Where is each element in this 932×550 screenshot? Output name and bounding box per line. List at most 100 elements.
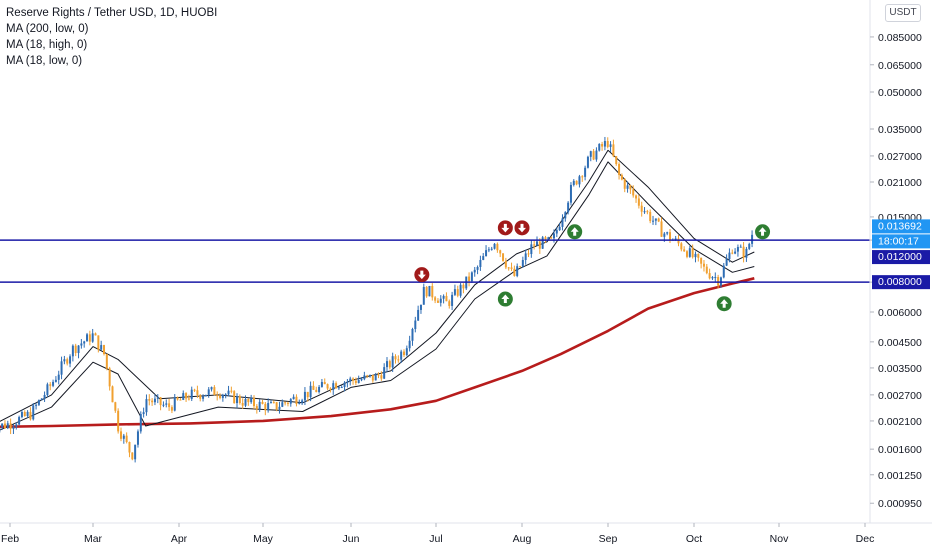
candle-up <box>482 256 485 260</box>
candle-up <box>37 400 40 405</box>
countdown-label: 18:00:17 <box>872 234 930 249</box>
candle-down <box>216 395 219 397</box>
currency-badge[interactable]: USDT <box>885 4 921 22</box>
candle-down <box>496 243 499 251</box>
price-tick-label: 0.085000 <box>878 32 922 44</box>
candle-down <box>74 345 77 354</box>
candle-up <box>369 374 372 376</box>
candle-up <box>383 367 386 379</box>
candle-up <box>603 141 606 147</box>
candle-up <box>145 399 148 413</box>
candle-down <box>380 375 383 379</box>
candle-up <box>541 237 544 249</box>
candle-up <box>134 444 137 460</box>
candle-up <box>442 295 445 299</box>
candle-down <box>680 243 683 250</box>
candle-down <box>637 198 640 206</box>
candle-down <box>377 374 380 376</box>
candle-up <box>77 345 80 354</box>
candle-up <box>71 345 74 357</box>
candle-down <box>23 411 26 416</box>
candle-up <box>46 384 49 395</box>
candle-up <box>363 375 366 380</box>
candle-down <box>434 297 437 301</box>
candle-up <box>83 341 86 344</box>
candle-up <box>595 150 598 160</box>
candle-up <box>485 250 488 257</box>
candle-up <box>320 382 323 387</box>
candle-down <box>402 351 405 356</box>
level-upper-label-text: 0.012000 <box>878 251 922 263</box>
legend-ma200: MA (200, low, 0) <box>6 23 89 35</box>
candle-up <box>453 289 456 295</box>
candle-down <box>148 399 151 401</box>
candle-down <box>29 411 32 420</box>
arrow-glyph <box>501 294 510 304</box>
candle-up <box>578 176 581 185</box>
candle-down <box>9 423 12 429</box>
candle-up <box>236 396 239 404</box>
time-tick-label: Apr <box>171 533 188 545</box>
signal-arrows-layer <box>414 220 771 312</box>
down-arrow-icon <box>497 220 513 236</box>
candle-down <box>117 410 120 432</box>
price-labels: 0.013692 18:00:17 0.012000 0.008000 <box>872 219 930 290</box>
candle-up <box>572 180 575 185</box>
time-tick-label: Sep <box>599 533 618 545</box>
candle-up <box>69 356 72 364</box>
candle-down <box>431 285 434 298</box>
candle-up <box>400 351 403 360</box>
time-tick-label: Jun <box>343 533 360 545</box>
candle-up <box>244 398 247 406</box>
candle-up <box>227 390 230 395</box>
candle-up <box>674 238 677 240</box>
candle-down <box>507 267 510 269</box>
candle-up <box>6 423 9 429</box>
candle-up <box>405 348 408 356</box>
candle-up <box>728 252 731 260</box>
time-tick-label: Nov <box>770 533 789 545</box>
price-tick-label: 0.001600 <box>878 444 922 456</box>
candle-up <box>714 277 717 279</box>
candle-up <box>748 243 751 249</box>
candle-down <box>111 386 114 403</box>
candle-down <box>128 442 131 453</box>
countdown-label-text: 18:00:17 <box>878 235 919 247</box>
candle-up <box>569 184 572 203</box>
candle-up <box>153 398 156 403</box>
candle-down <box>519 266 522 268</box>
candle-down <box>105 353 108 369</box>
candle-down <box>691 248 694 258</box>
candle-down <box>170 407 173 411</box>
price-tick-label: 0.035000 <box>878 124 922 136</box>
candle-up <box>204 394 207 397</box>
candle-up <box>725 259 728 266</box>
candle-up <box>493 243 496 249</box>
candle-up <box>173 397 176 411</box>
up-arrow-icon <box>755 224 771 240</box>
countdown-label-bg <box>872 234 930 249</box>
candle-down <box>366 375 369 377</box>
candle-up <box>258 401 261 410</box>
candle-up <box>666 232 669 234</box>
candle-up <box>318 386 321 393</box>
candle-down <box>436 300 439 303</box>
candle-up <box>408 340 411 349</box>
candle-up <box>558 226 561 231</box>
candle-up <box>289 399 292 404</box>
price-tick-label: 0.003500 <box>878 363 922 375</box>
last-price-label-text: 0.013692 <box>878 220 922 232</box>
time-axis[interactable]: Feb Mar Apr May Jun Jul Aug Sep Oct Nov Dec <box>1 523 874 545</box>
candle-down <box>606 141 609 147</box>
candle-down <box>114 402 117 411</box>
candle-down <box>354 380 357 383</box>
candle-up <box>589 151 592 157</box>
level-lower-label-text: 0.008000 <box>878 276 922 288</box>
candle-down <box>702 263 705 267</box>
candle-down <box>657 218 660 222</box>
candle-down <box>176 397 179 400</box>
candle-up <box>224 394 227 396</box>
price-axis[interactable]: 0.085000 0.065000 0.050000 0.035000 0.027000… <box>870 32 922 510</box>
candle-down <box>425 286 428 297</box>
